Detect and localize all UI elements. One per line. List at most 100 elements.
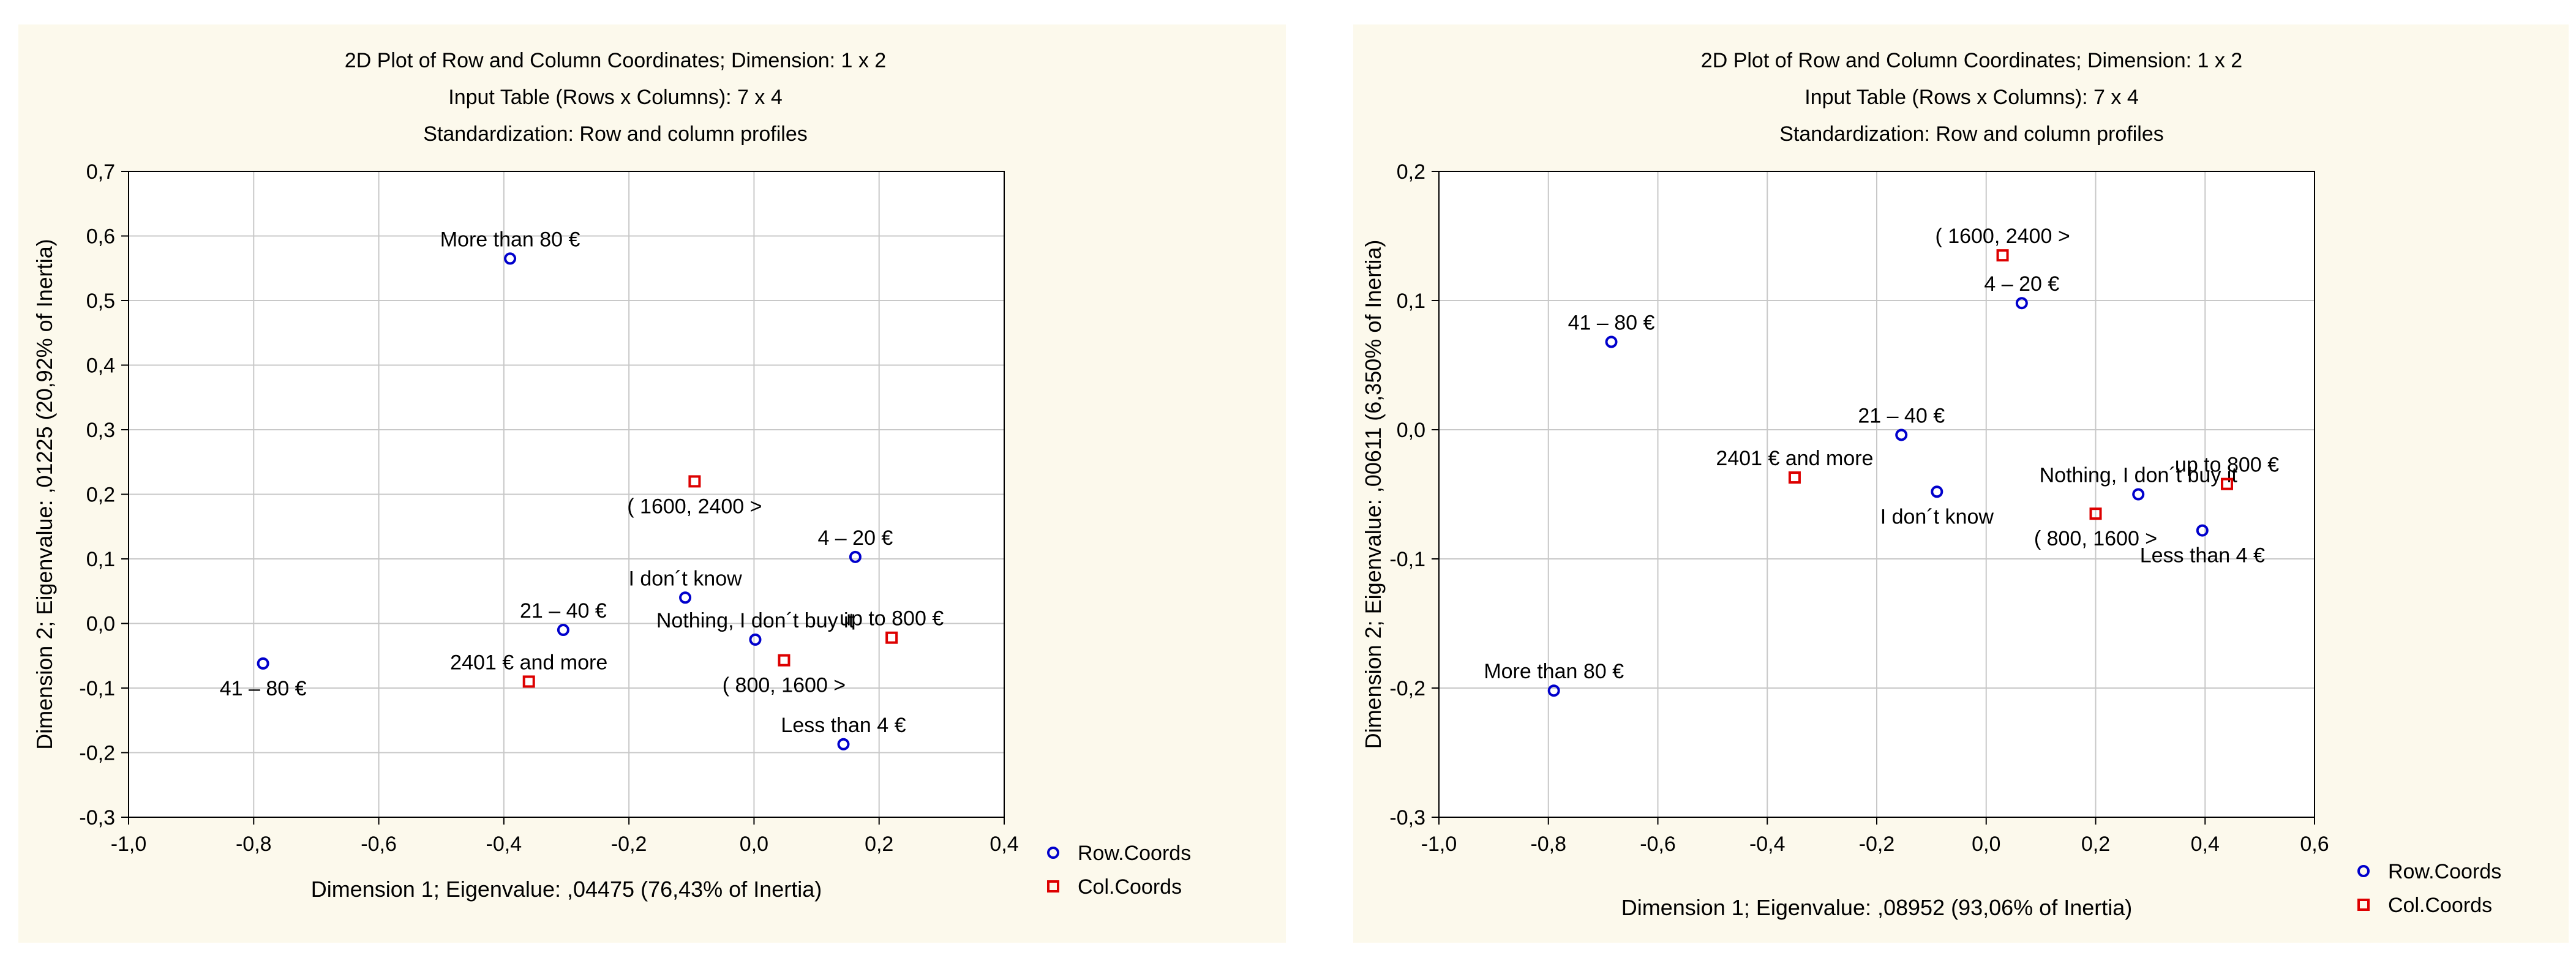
point-label: 41 – 80 € [220, 677, 307, 700]
row-coord-point [257, 657, 269, 670]
row-coord-point [557, 624, 569, 637]
point-label: ( 800, 1600 > [723, 674, 846, 697]
y-tick-label: 0,2 [1397, 160, 1425, 184]
y-tick-label: 0,7 [86, 160, 115, 184]
chart-title-line: Standardization: Row and column profiles [1779, 122, 2163, 146]
y-tick-label: 0,2 [86, 484, 115, 507]
y-tick-label: -0,3 [1389, 806, 1425, 829]
row-coord-point [849, 550, 862, 563]
point-label: 2401 € and more [1716, 447, 1873, 470]
col-coord-point [2089, 507, 2102, 520]
row-coord-point [2132, 488, 2145, 501]
row-coord-point [1931, 485, 1943, 498]
legend-label: Col.Coords [2388, 894, 2492, 917]
x-tick-label: -0,6 [1640, 833, 1676, 856]
point-label: More than 80 € [440, 228, 580, 251]
y-tick-label: 0,6 [86, 225, 115, 249]
row-coord-point [679, 591, 692, 604]
x-axis-label: Dimension 1; Eigenvalue: ,08952 (93,06% … [1621, 895, 2133, 920]
chart-title-line: 2D Plot of Row and Column Coordinates; D… [345, 49, 886, 72]
point-label: up to 800 € [2175, 454, 2279, 477]
point-label: ( 1600, 2400 > [1935, 225, 2070, 248]
legend-col-coords-marker [1047, 880, 1059, 893]
y-tick-label: -0,2 [1389, 677, 1425, 700]
row-coord-point [1547, 684, 1560, 697]
x-tick-label: -1,0 [1421, 833, 1457, 856]
row-coord-point [1605, 335, 1618, 348]
x-tick-label: 0,0 [1972, 833, 2000, 856]
y-axis-label: Dimension 2; Eigenvalue: ,00611 (6,350% … [1361, 240, 1386, 749]
row-coord-point [2196, 524, 2209, 537]
y-tick-label: 0,0 [86, 613, 115, 636]
y-tick-label: 0,5 [86, 290, 115, 313]
row-coord-point [1895, 428, 1908, 441]
point-label: ( 1600, 2400 > [627, 495, 762, 518]
point-label: ( 800, 1600 > [2034, 527, 2157, 550]
x-tick-label: -0,8 [236, 833, 272, 856]
point-label: 21 – 40 € [520, 599, 607, 623]
x-tick-label: -0,8 [1530, 833, 1566, 856]
col-coord-point [2221, 477, 2233, 490]
row-coord-point [504, 252, 517, 265]
row-coord-point [837, 738, 850, 750]
x-tick-label: 0,2 [865, 833, 893, 856]
chart-title-line: Input Table (Rows x Columns): 7 x 4 [1804, 86, 2139, 109]
point-label: 2401 € and more [450, 651, 607, 674]
y-tick-label: 0,0 [1397, 419, 1425, 442]
y-tick-label: -0,1 [1389, 548, 1425, 571]
x-tick-label: -0,2 [1859, 833, 1895, 856]
col-coord-point [522, 675, 535, 688]
x-tick-label: 0,0 [740, 833, 768, 856]
point-label: 4 – 20 € [817, 526, 893, 550]
point-label: I don´t know [628, 567, 742, 590]
y-tick-label: 0,1 [86, 548, 115, 571]
col-coord-point [885, 631, 898, 644]
point-label: 21 – 40 € [1858, 404, 1945, 427]
y-tick-label: -0,2 [79, 742, 115, 765]
point-label: 4 – 20 € [1984, 272, 2059, 296]
chart-right-svg: 2D Plot of Row and Column Coordinates; D… [1361, 49, 2501, 920]
point-label: 41 – 80 € [1568, 312, 1655, 335]
point-label: Nothing, I don´t buy it [656, 609, 855, 632]
point-label: More than 80 € [1484, 660, 1624, 683]
x-tick-label: 0,4 [989, 833, 1018, 856]
legend-row-coords-marker [2357, 865, 2370, 877]
x-tick-label: -0,4 [1749, 833, 1786, 856]
x-tick-label: 0,4 [2191, 833, 2220, 856]
point-label: Less than 4 € [2140, 544, 2265, 567]
point-label: up to 800 € [839, 607, 944, 631]
x-tick-label: -1,0 [111, 833, 147, 856]
legend-row-coords-marker [1047, 847, 1059, 859]
col-coord-point [1996, 249, 2009, 262]
y-tick-label: 0,3 [86, 419, 115, 442]
x-tick-label: -0,2 [611, 833, 647, 856]
row-coord-point [2015, 297, 2028, 310]
x-tick-label: 0,2 [2081, 833, 2110, 856]
col-coord-point [778, 654, 790, 667]
y-tick-label: -0,3 [79, 806, 115, 829]
chart-title-line: Standardization: Row and column profiles [423, 122, 807, 146]
y-tick-label: 0,4 [86, 354, 115, 378]
chart-title-line: 2D Plot of Row and Column Coordinates; D… [1701, 49, 2242, 72]
col-coord-point [1788, 471, 1801, 484]
legend-label: Row.Coords [2388, 860, 2501, 883]
legend-label: Col.Coords [1078, 875, 1182, 899]
row-coord-point [749, 633, 762, 646]
legend-label: Row.Coords [1078, 842, 1191, 865]
chart-left-panel: 2D Plot of Row and Column Coordinates; D… [18, 24, 1286, 943]
y-tick-label: 0,1 [1397, 290, 1425, 313]
x-tick-label: 0,6 [2300, 833, 2329, 856]
legend-col-coords-marker [2357, 899, 2370, 911]
point-label: Less than 4 € [781, 714, 906, 737]
col-coord-point [688, 475, 701, 488]
x-tick-label: -0,4 [486, 833, 522, 856]
y-axis-label: Dimension 2; Eigenvalue: ,01225 (20,92% … [32, 239, 57, 750]
point-label: Nothing, I don´t buy it [2040, 464, 2238, 487]
x-axis-label: Dimension 1; Eigenvalue: ,04475 (76,43% … [311, 877, 822, 902]
chart-left-svg: 2D Plot of Row and Column Coordinates; D… [32, 49, 1191, 902]
y-tick-label: -0,1 [79, 677, 115, 700]
chart-title-line: Input Table (Rows x Columns): 7 x 4 [448, 86, 783, 109]
x-tick-label: -0,6 [361, 833, 397, 856]
chart-right-panel: 2D Plot of Row and Column Coordinates; D… [1353, 24, 2569, 943]
point-label: I don´t know [1880, 505, 1994, 528]
